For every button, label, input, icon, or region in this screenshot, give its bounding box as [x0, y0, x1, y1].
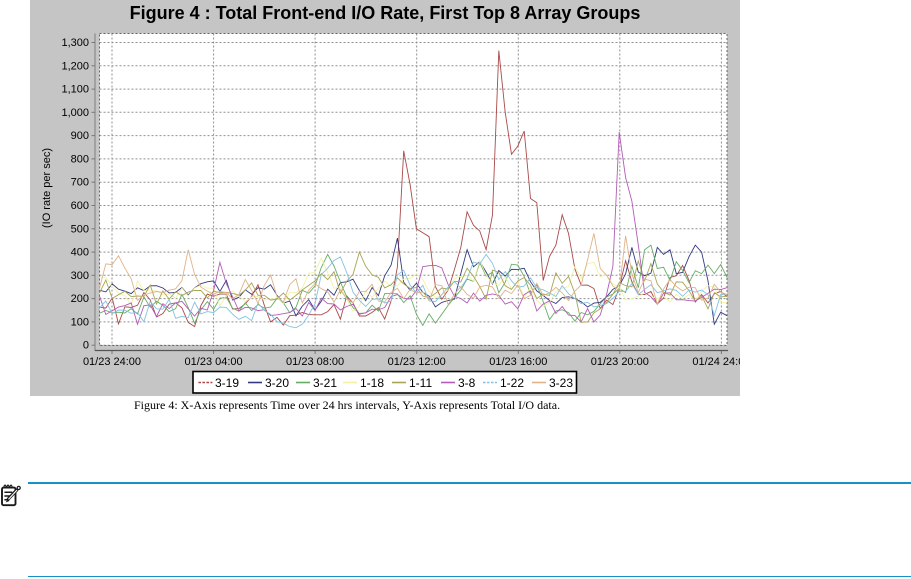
svg-text:01/23 16:00: 01/23 16:00: [489, 356, 547, 368]
svg-text:3-8: 3-8: [458, 376, 476, 390]
svg-text:500: 500: [71, 223, 89, 235]
svg-text:01/23 08:00: 01/23 08:00: [286, 356, 344, 368]
svg-text:(IO rate per sec): (IO rate per sec): [41, 148, 53, 228]
svg-text:200: 200: [71, 293, 89, 305]
svg-text:Figure 4 : Total Front-end I/O: Figure 4 : Total Front-end I/O Rate, Fir…: [130, 3, 641, 23]
svg-text:1,000: 1,000: [61, 107, 89, 119]
svg-text:100: 100: [71, 316, 89, 328]
svg-text:3-20: 3-20: [265, 376, 289, 390]
svg-text:3-23: 3-23: [549, 376, 573, 390]
svg-text:1,200: 1,200: [61, 60, 89, 72]
svg-text:1-11: 1-11: [409, 376, 432, 390]
svg-text:800: 800: [71, 153, 89, 165]
svg-text:01/23 04:00: 01/23 04:00: [185, 356, 243, 368]
svg-text:300: 300: [71, 270, 89, 282]
svg-text:1-22: 1-22: [500, 376, 524, 390]
svg-text:400: 400: [71, 247, 89, 259]
svg-text:0: 0: [83, 340, 89, 352]
svg-text:1-18: 1-18: [360, 376, 384, 390]
svg-text:600: 600: [71, 200, 89, 212]
svg-text:700: 700: [71, 177, 89, 189]
svg-text:1,100: 1,100: [61, 84, 89, 96]
svg-text:01/23 20:00: 01/23 20:00: [591, 356, 649, 368]
svg-text:900: 900: [71, 130, 89, 142]
svg-text:01/23 24:00: 01/23 24:00: [83, 356, 141, 368]
svg-text:1,300: 1,300: [61, 37, 89, 49]
svg-text:01/23 12:00: 01/23 12:00: [388, 356, 446, 368]
svg-text:3-21: 3-21: [313, 376, 337, 390]
svg-text:3-19: 3-19: [215, 376, 239, 390]
svg-text:01/24 24:00: 01/24 24:00: [692, 356, 740, 368]
